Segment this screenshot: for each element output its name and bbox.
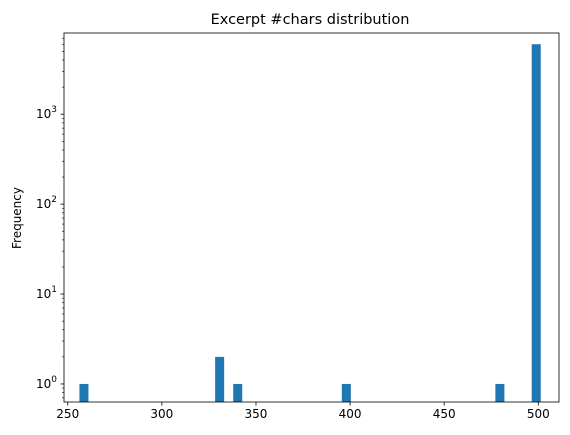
x-tick-label: 350: [245, 407, 268, 421]
y-axis-label: Frequency: [10, 187, 24, 249]
y-tick-label: 101: [36, 285, 57, 301]
histogram-bar: [79, 383, 89, 402]
x-tick-label: 400: [339, 407, 362, 421]
x-tick-label: 500: [527, 407, 550, 421]
y-tick-label: 103: [36, 105, 57, 121]
x-tick-label: 300: [150, 407, 173, 421]
bars-group: [79, 44, 541, 402]
histogram-bar: [495, 383, 505, 402]
x-tick-label: 450: [433, 407, 456, 421]
x-tick-label: 250: [56, 407, 79, 421]
ticks-group: 250 300 350 400 450 500 100 101 102 103: [36, 37, 550, 421]
histogram-bar: [341, 383, 351, 402]
histogram-bar: [233, 383, 243, 402]
plot-frame: [63, 32, 560, 403]
y-tick-label: 102: [36, 195, 57, 211]
chart-title: Excerpt #chars distribution: [211, 12, 410, 28]
histogram-bar: [531, 44, 541, 402]
y-tick-label: 100: [36, 375, 57, 391]
histogram-bar: [215, 356, 225, 402]
